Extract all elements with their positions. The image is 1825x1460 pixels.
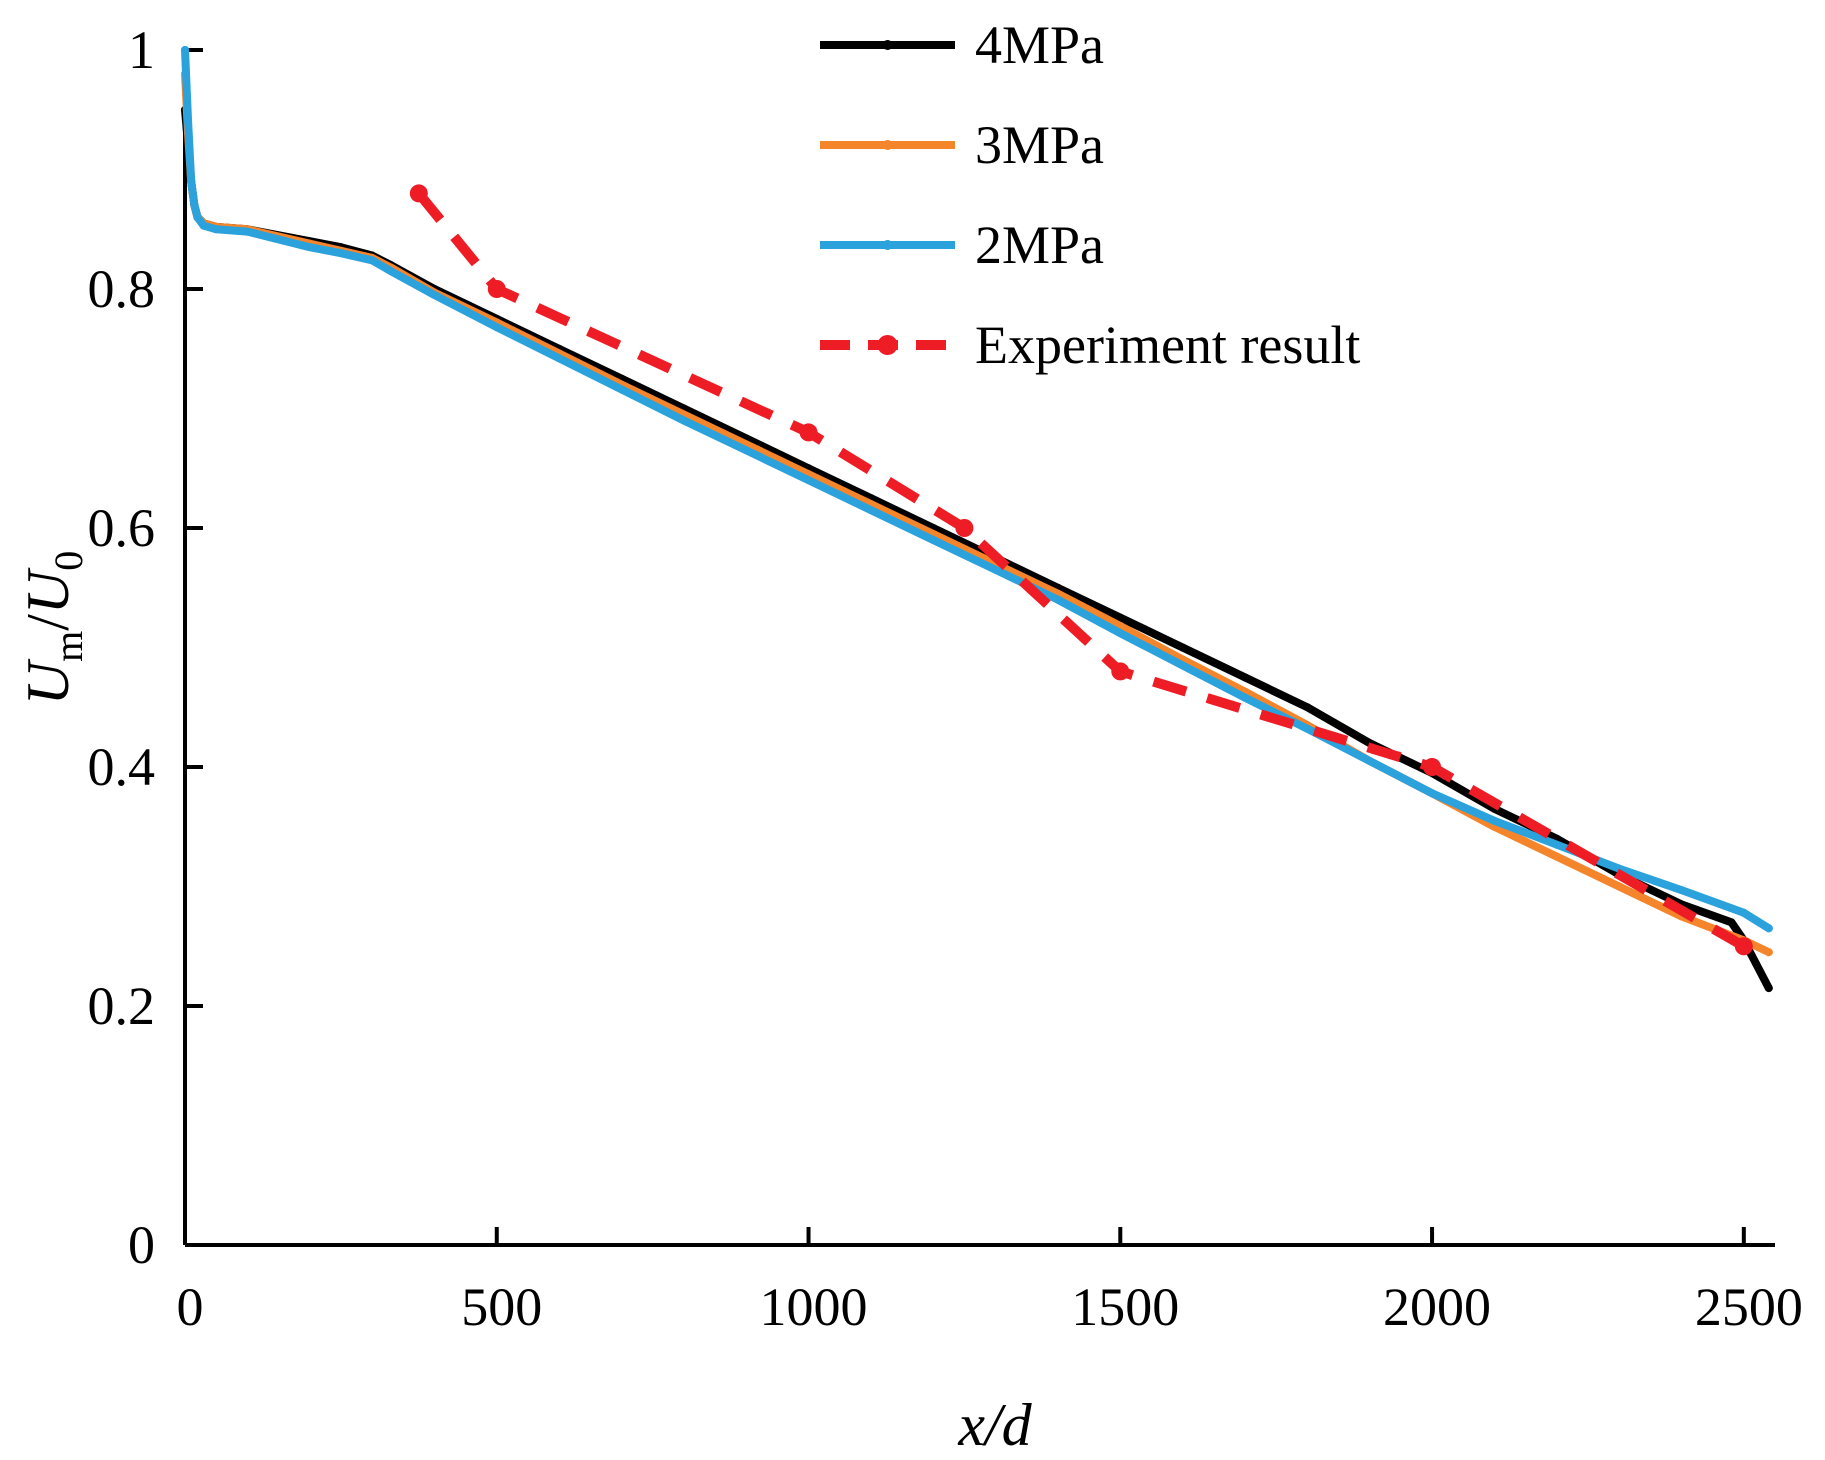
data-point-2mpa bbox=[742, 446, 751, 455]
data-point-2mpa bbox=[305, 243, 314, 252]
data-point-experiment-result bbox=[487, 280, 506, 298]
data-point-2mpa bbox=[1428, 789, 1437, 798]
data-point-2mpa bbox=[1053, 595, 1062, 604]
series-group bbox=[181, 46, 1773, 993]
data-point-2mpa bbox=[187, 177, 196, 186]
legend-label-3mpa: 3MPa bbox=[975, 115, 1104, 175]
y-tick-label: 0.2 bbox=[88, 976, 156, 1036]
data-point-2mpa bbox=[991, 565, 1000, 574]
data-point-experiment-result bbox=[799, 423, 818, 442]
data-point-experiment-result bbox=[1423, 758, 1442, 776]
x-tick-label: 0 bbox=[177, 1277, 204, 1337]
y-tick-label: 0.8 bbox=[88, 259, 156, 319]
data-point-4mpa bbox=[1116, 613, 1125, 622]
data-point-2mpa bbox=[430, 290, 439, 299]
data-point-2mpa bbox=[1116, 629, 1125, 638]
series-line-2mpa bbox=[181, 46, 1773, 933]
data-point-4mpa bbox=[1241, 673, 1249, 682]
data-point-2mpa bbox=[368, 256, 377, 265]
legend-marker-2mpa bbox=[882, 240, 893, 250]
data-point-2mpa bbox=[1677, 886, 1686, 895]
y-axis-title-sub-0: 0 bbox=[46, 551, 91, 571]
x-tick-label: 1500 bbox=[1071, 1277, 1179, 1337]
data-point-2mpa bbox=[336, 249, 345, 258]
data-point-4mpa bbox=[1303, 703, 1312, 712]
data-point-2mpa bbox=[181, 46, 189, 54]
x-tick-label: 500 bbox=[461, 1277, 542, 1337]
data-point-2mpa bbox=[386, 267, 395, 276]
data-point-experiment-result bbox=[1734, 937, 1753, 956]
data-point-2mpa bbox=[1490, 816, 1499, 825]
data-point-2mpa bbox=[212, 225, 221, 234]
axes: 0 500 1000 1500 2000 2500 0 0.2 0.4 0.6 0.8 1 bbox=[88, 20, 1803, 1337]
series-2mpa bbox=[181, 46, 1773, 933]
x-tick-label: 2000 bbox=[1383, 1277, 1491, 1337]
data-point-2mpa bbox=[1552, 840, 1561, 849]
data-point-experiment-result bbox=[409, 184, 428, 203]
y-tick-label: 1 bbox=[128, 20, 155, 80]
legend-marker-4mpa bbox=[882, 40, 893, 50]
data-point-2mpa bbox=[1241, 693, 1249, 702]
data-point-4mpa bbox=[1752, 960, 1761, 969]
legend: 4MPa 3MPa 2MPa Experiment result bbox=[820, 15, 1360, 375]
y-axis-title-sub-m: m bbox=[46, 631, 91, 662]
y-tick-label: 0 bbox=[128, 1215, 155, 1275]
data-point-3mpa bbox=[1615, 882, 1624, 891]
data-point-2mpa bbox=[1739, 908, 1748, 917]
y-axis-title-slash: / bbox=[15, 614, 81, 631]
data-point-2mpa bbox=[243, 227, 252, 236]
data-point-3mpa bbox=[1764, 948, 1773, 957]
data-point-experiment-result bbox=[955, 519, 974, 537]
data-point-2mpa bbox=[1764, 924, 1773, 933]
data-point-4mpa bbox=[1764, 984, 1773, 993]
data-point-experiment-result bbox=[1111, 662, 1130, 681]
data-point-2mpa bbox=[804, 476, 813, 485]
data-point-3mpa bbox=[1552, 852, 1561, 861]
y-axis-title-u0: U bbox=[15, 567, 81, 614]
series-experiment-result bbox=[409, 184, 1753, 956]
data-point-2mpa bbox=[866, 506, 875, 515]
x-tick-label: 2500 bbox=[1695, 1277, 1803, 1337]
legend-label-experiment-result: Experiment result bbox=[975, 315, 1360, 375]
data-point-2mpa bbox=[492, 323, 501, 332]
data-point-4mpa bbox=[1727, 918, 1736, 927]
data-point-2mpa bbox=[1178, 661, 1187, 670]
data-point-2mpa bbox=[193, 213, 202, 222]
legend-marker-experiment-result bbox=[877, 335, 898, 355]
data-point-2mpa bbox=[190, 201, 199, 210]
legend-label-2mpa: 2MPa bbox=[975, 215, 1104, 275]
y-axis-title: Um/U0 bbox=[15, 551, 91, 705]
x-axis-title: x/d bbox=[957, 1392, 1032, 1458]
legend-marker-3mpa bbox=[882, 140, 893, 150]
y-axis-title-u: U bbox=[15, 658, 81, 705]
data-point-2mpa bbox=[1365, 757, 1374, 766]
data-point-2mpa bbox=[555, 354, 564, 363]
data-point-2mpa bbox=[617, 385, 626, 394]
data-point-2mpa bbox=[184, 117, 193, 126]
series-line-experiment-result bbox=[414, 190, 1747, 951]
data-point-2mpa bbox=[679, 416, 688, 425]
data-point-4mpa bbox=[1178, 643, 1187, 652]
x-tick-label: 1000 bbox=[760, 1277, 868, 1337]
y-tick-label: 0.6 bbox=[88, 498, 156, 558]
data-point-2mpa bbox=[199, 221, 208, 230]
data-point-2mpa bbox=[929, 535, 938, 544]
legend-label-4mpa: 4MPa bbox=[975, 15, 1104, 75]
data-point-2mpa bbox=[1303, 724, 1312, 733]
y-tick-label: 0.4 bbox=[88, 737, 156, 797]
